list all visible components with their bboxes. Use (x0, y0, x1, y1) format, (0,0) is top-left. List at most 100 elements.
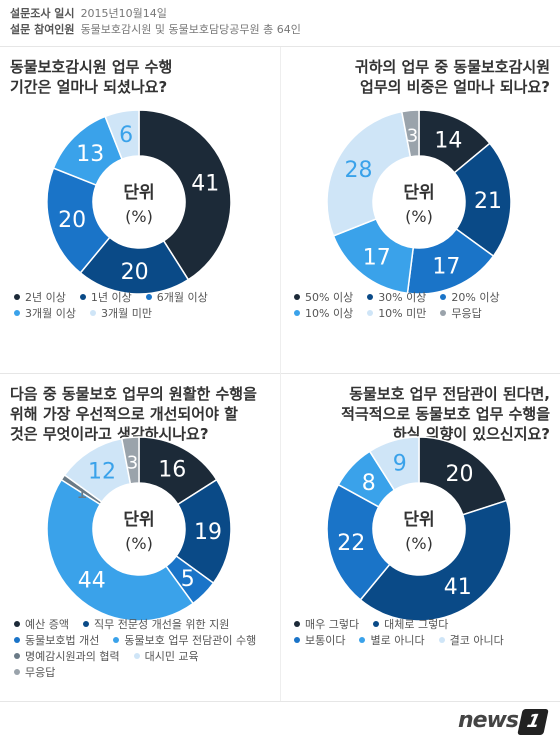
chart-panel-2: 귀하의 업무 중 동물보호감시원 업무의 비중은 얼마나 되나요? 14 21 17 17… (280, 47, 560, 374)
legend-item: 20% 이상 (440, 290, 500, 306)
legend-label: 2년 이상 (25, 291, 66, 304)
legend-item: 무응답 (14, 665, 55, 681)
chart-title-line: 업무의 비중은 얼마나 되나요? (360, 78, 550, 96)
legend-dot-icon (367, 310, 374, 316)
slice-value-label: 16 (158, 458, 186, 483)
legend-item: 3개월 미만 (89, 306, 152, 322)
legend-item: 결코 아니다 (438, 633, 504, 649)
survey-date-value: 2015년10월14일 (80, 7, 167, 20)
legend-row: 예산 증액 직무 전문성 개선을 위한 지원 (14, 617, 276, 633)
center-unit-label: 단위 (123, 510, 154, 530)
legend-item: 30% 이상 (367, 290, 426, 306)
legend-row: 명예감시원과의 협력 대시민 교육 (14, 649, 276, 665)
legend-dot-icon (294, 621, 300, 627)
donut-slice (453, 142, 512, 258)
legend-dot-icon (14, 653, 20, 659)
slice-value-label: 21 (474, 189, 502, 214)
legend-dot-icon (373, 621, 380, 627)
survey-date-row: 설문조사 일시 2015년10월14일 (10, 6, 301, 22)
legend-label: 무응답 (25, 666, 56, 679)
legend-label: 명예감시원과의 협력 (25, 650, 120, 663)
legend-label: 30% 이상 (378, 291, 427, 304)
legend-dot-icon (79, 294, 86, 300)
chart-title-line: 귀하의 업무 중 동물보호감시원 (354, 58, 550, 76)
slice-value-label: 20 (58, 208, 86, 233)
legend-item: 10% 이상 (294, 306, 353, 322)
legend-row: 무응답 (14, 665, 276, 681)
chart-title-line: 동물보호 업무 전담관이 된다면, (349, 385, 550, 403)
legend-label: 10% 이상 (305, 307, 354, 320)
logo-text: news (457, 708, 519, 733)
legend-item: 별로 아니다 (359, 633, 425, 649)
survey-participants-label: 설문 참여인원 (10, 23, 75, 36)
legend-row: 3개월 이상 3개월 미만 (14, 306, 276, 322)
chart-title-line: 동물보호감시원 업무 수행 (10, 58, 173, 76)
slice-value-label: 28 (345, 158, 373, 183)
slice-value-label: 1 (76, 482, 87, 503)
legend-label: 무응답 (451, 307, 482, 320)
legend-item: 3개월 이상 (14, 306, 76, 322)
chart-title-line: 다음 중 동물보호 업무의 원활한 수행을 (10, 385, 257, 403)
slice-value-label: 41 (191, 172, 219, 197)
slice-value-label: 9 (393, 452, 407, 477)
slice-value-label: 44 (78, 568, 106, 593)
news1-logo: news 1 (457, 708, 549, 735)
legend-label: 50% 이상 (305, 291, 354, 304)
chart-title-line: 위해 가장 우선적으로 개선되어야 할 (10, 405, 238, 423)
center-percent-label: (%) (405, 534, 433, 553)
donut-slice (368, 436, 420, 492)
legend-item: 10% 미만 (367, 306, 426, 322)
survey-participants-row: 설문 참여인원 동물보호감시원 및 동물보호담당공무원 총 64인 (10, 22, 301, 38)
legend-label: 예산 증액 (25, 618, 69, 631)
center-percent-label: (%) (405, 207, 433, 226)
chart-legend: 50% 이상 30% 이상 20% 이상 10% 이상 10% 미만 무응답 (294, 290, 556, 322)
slice-value-label: 22 (337, 531, 365, 556)
donut-chart: 14 21 17 17 28 3 단위 (%) (326, 109, 512, 295)
chart-title-line: 기간은 얼마나 되셨나요? (10, 78, 168, 96)
header-divider (0, 46, 560, 47)
legend-dot-icon (440, 294, 447, 300)
legend-label: 대체로 그렇다 (384, 618, 449, 631)
slice-value-label: 12 (88, 460, 116, 485)
donut-slice (359, 499, 512, 622)
donut-slice (120, 436, 140, 485)
slice-value-label: 41 (444, 575, 472, 600)
legend-dot-icon (14, 669, 20, 675)
legend-dot-icon (359, 637, 366, 643)
slice-value-label: 17 (432, 254, 460, 279)
center-percent-label: (%) (125, 534, 153, 553)
legend-row: 50% 이상 30% 이상 20% 이상 (294, 290, 556, 306)
center-unit-label: 단위 (403, 183, 434, 203)
legend-dot-icon (14, 637, 20, 643)
legend-label: 3개월 이상 (25, 307, 76, 320)
legend-label: 10% 미만 (378, 307, 427, 320)
slice-value-label: 20 (446, 462, 474, 487)
chart-panel-4: 동물보호 업무 전담관이 된다면, 적극적으로 동물보호 업무 수행을 하실 의향이… (280, 374, 560, 701)
legend-item: 대체로 그렇다 (373, 617, 448, 633)
survey-date-label: 설문조사 일시 (10, 7, 75, 20)
donut-chart: 16 19 5 44 112 3 단위 (%) (46, 436, 232, 622)
legend-item: 6개월 이상 (145, 290, 208, 306)
legend-label: 직무 전문성 개선을 위한 지원 (93, 618, 230, 631)
donut-slice (46, 478, 195, 622)
legend-label: 보통이다 (305, 634, 346, 647)
donut-chart: 41 20 20 13 6 단위 (%) (46, 109, 232, 295)
slice-value-label: 5 (181, 567, 195, 592)
legend-item: 무응답 (440, 306, 482, 322)
legend-label: 1년 이상 (90, 291, 132, 304)
center-divider (280, 47, 281, 701)
legend-dot-icon (14, 621, 20, 627)
legend-dot-icon (294, 294, 300, 300)
legend-label: 매우 그렇다 (305, 618, 360, 631)
slice-value-label: 17 (363, 246, 391, 271)
slice-value-label: 3 (407, 125, 418, 146)
survey-participants-value: 동물보호감시원 및 동물보호담당공무원 총 64인 (80, 23, 301, 36)
legend-label: 6개월 이상 (156, 291, 208, 304)
legend-label: 결코 아니다 (449, 634, 504, 647)
center-unit-label: 단위 (403, 510, 434, 530)
legend-label: 20% 이상 (451, 291, 500, 304)
legend-row: 동물보호법 개선 동물보호 업무 전담관이 수행 (14, 633, 276, 649)
